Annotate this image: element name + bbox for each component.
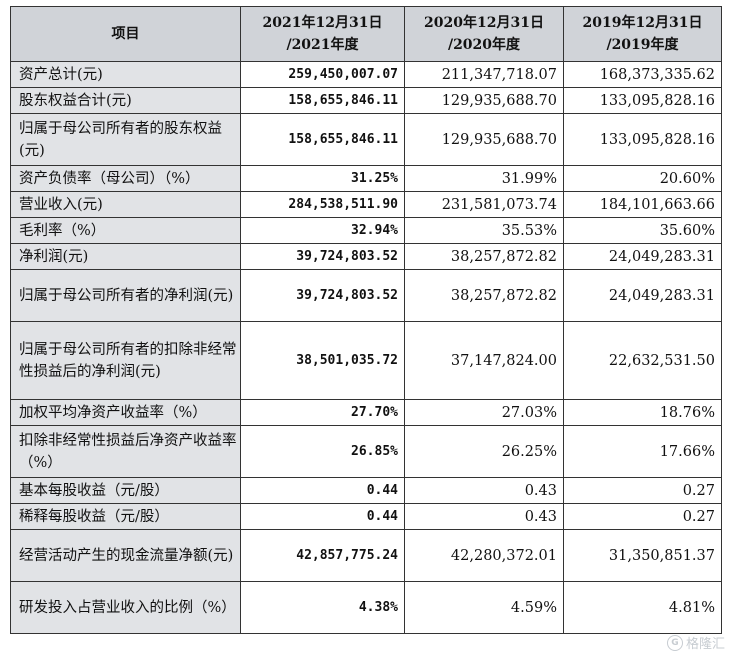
header-2020-date: 2020年12月31日 — [424, 15, 544, 31]
value-2020: 37,147,824.00 — [404, 321, 564, 400]
value-2021: 38,501,035.72 — [240, 321, 405, 400]
value-2019: 0.27 — [563, 477, 722, 504]
value-2020: 31.99% — [404, 165, 564, 192]
table-row: 扣除非经常性损益后净资产收益率（%） 26.85% 26.25% 17.66% — [10, 425, 722, 478]
row-label: 扣除非经常性损益后净资产收益率（%） — [10, 425, 241, 478]
table-row: 经营活动产生的现金流量净额(元) 42,857,775.24 42,280,37… — [10, 529, 722, 582]
header-item: 项目 — [10, 6, 241, 62]
value-2019: 133,095,828.16 — [563, 113, 722, 166]
value-2020: 4.59% — [404, 581, 564, 634]
table-row: 基本每股收益（元/股） 0.44 0.43 0.27 — [10, 477, 722, 504]
value-2020: 27.03% — [404, 399, 564, 426]
value-2019: 22,632,531.50 — [563, 321, 722, 400]
value-2019: 0.27 — [563, 503, 722, 530]
row-label: 资产负债率（母公司）（%） — [10, 165, 241, 192]
table-row: 资产总计(元) 259,450,007.07 211,347,718.07 16… — [10, 61, 722, 88]
value-2019: 168,373,335.62 — [563, 61, 722, 88]
value-2021: 39,724,803.52 — [240, 243, 405, 270]
header-2020-period: /2020年度 — [447, 37, 521, 53]
value-2020: 0.43 — [404, 503, 564, 530]
value-2021: 26.85% — [240, 425, 405, 478]
value-2019: 20.60% — [563, 165, 722, 192]
value-2019: 184,101,663.66 — [563, 191, 722, 218]
row-label: 归属于母公司所有者的净利润(元) — [10, 269, 241, 322]
value-2021: 4.38% — [240, 581, 405, 634]
value-2021: 0.44 — [240, 503, 405, 530]
value-2020: 231,581,073.74 — [404, 191, 564, 218]
row-label: 研发投入占营业收入的比例（%） — [10, 581, 241, 634]
value-2019: 4.81% — [563, 581, 722, 634]
value-2021: 32.94% — [240, 217, 405, 244]
row-label: 基本每股收益（元/股） — [10, 477, 241, 504]
row-label: 归属于母公司所有者的扣除非经常性损益后的净利润(元) — [10, 321, 241, 400]
watermark-text: 格隆汇 — [685, 637, 725, 652]
table-row: 资产负债率（母公司）（%） 31.25% 31.99% 20.60% — [10, 165, 722, 192]
value-2019: 31,350,851.37 — [563, 529, 722, 582]
header-2019-period: /2019年度 — [606, 37, 679, 53]
row-label: 毛利率（%） — [10, 217, 241, 244]
value-2021: 259,450,007.07 — [240, 61, 405, 88]
value-2020: 35.53% — [404, 217, 564, 244]
header-2021-period: /2021年度 — [286, 37, 359, 53]
row-label: 稀释每股收益（元/股） — [10, 503, 241, 530]
watermark: G 格隆汇 — [666, 633, 725, 652]
header-2019: 2019年12月31日 /2019年度 — [563, 6, 722, 62]
value-2021: 27.70% — [240, 399, 405, 426]
value-2021: 31.25% — [240, 165, 405, 192]
table-row: 归属于母公司所有者的净利润(元) 39,724,803.52 38,257,87… — [10, 269, 722, 322]
value-2021: 42,857,775.24 — [240, 529, 405, 582]
financial-summary-table: 项目 2021年12月31日 /2021年度 2020年12月31日 /2020… — [10, 6, 722, 634]
row-label: 归属于母公司所有者的股东权益(元) — [10, 113, 241, 166]
value-2021: 158,655,846.11 — [240, 113, 405, 166]
table-row: 研发投入占营业收入的比例（%） 4.38% 4.59% 4.81% — [10, 581, 722, 634]
value-2020: 26.25% — [404, 425, 564, 478]
row-label: 资产总计(元) — [10, 61, 241, 88]
row-label: 股东权益合计(元) — [10, 87, 241, 114]
table-row: 归属于母公司所有者的扣除非经常性损益后的净利润(元) 38,501,035.72… — [10, 321, 722, 400]
value-2020: 38,257,872.82 — [404, 269, 564, 322]
value-2019: 24,049,283.31 — [563, 269, 722, 322]
table-row: 营业收入(元) 284,538,511.90 231,581,073.74 18… — [10, 191, 722, 218]
table-row: 毛利率（%） 32.94% 35.53% 35.60% — [10, 217, 722, 244]
row-label: 经营活动产生的现金流量净额(元) — [10, 529, 241, 582]
value-2020: 38,257,872.82 — [404, 243, 564, 270]
row-label: 净利润(元) — [10, 243, 241, 270]
value-2020: 0.43 — [404, 477, 564, 504]
value-2020: 129,935,688.70 — [404, 113, 564, 166]
header-2021: 2021年12月31日 /2021年度 — [240, 6, 405, 62]
financial-summary-table-container: 项目 2021年12月31日 /2021年度 2020年12月31日 /2020… — [10, 6, 722, 634]
value-2021: 284,538,511.90 — [240, 191, 405, 218]
header-2021-date: 2021年12月31日 — [262, 15, 383, 31]
value-2019: 18.76% — [563, 399, 722, 426]
value-2020: 129,935,688.70 — [404, 87, 564, 114]
value-2019: 17.66% — [563, 425, 722, 478]
header-2020: 2020年12月31日 /2020年度 — [404, 6, 564, 62]
row-label: 营业收入(元) — [10, 191, 241, 218]
table-row: 股东权益合计(元) 158,655,846.11 129,935,688.70 … — [10, 87, 722, 114]
value-2021: 39,724,803.52 — [240, 269, 405, 322]
table-row: 稀释每股收益（元/股） 0.44 0.43 0.27 — [10, 503, 722, 530]
value-2021: 0.44 — [240, 477, 405, 504]
value-2020: 211,347,718.07 — [404, 61, 564, 88]
value-2021: 158,655,846.11 — [240, 87, 405, 114]
table-row: 净利润(元) 39,724,803.52 38,257,872.82 24,04… — [10, 243, 722, 270]
table-row: 加权平均净资产收益率（%） 27.70% 27.03% 18.76% — [10, 399, 722, 426]
row-label: 加权平均净资产收益率（%） — [10, 399, 241, 426]
value-2019: 133,095,828.16 — [563, 87, 722, 114]
value-2019: 35.60% — [563, 217, 722, 244]
header-2019-date: 2019年12月31日 — [582, 15, 703, 31]
table-header-row: 项目 2021年12月31日 /2021年度 2020年12月31日 /2020… — [10, 6, 722, 62]
value-2020: 42,280,372.01 — [404, 529, 564, 582]
value-2019: 24,049,283.31 — [563, 243, 722, 270]
table-row: 归属于母公司所有者的股东权益(元) 158,655,846.11 129,935… — [10, 113, 722, 166]
watermark-logo-icon: G — [666, 634, 683, 651]
